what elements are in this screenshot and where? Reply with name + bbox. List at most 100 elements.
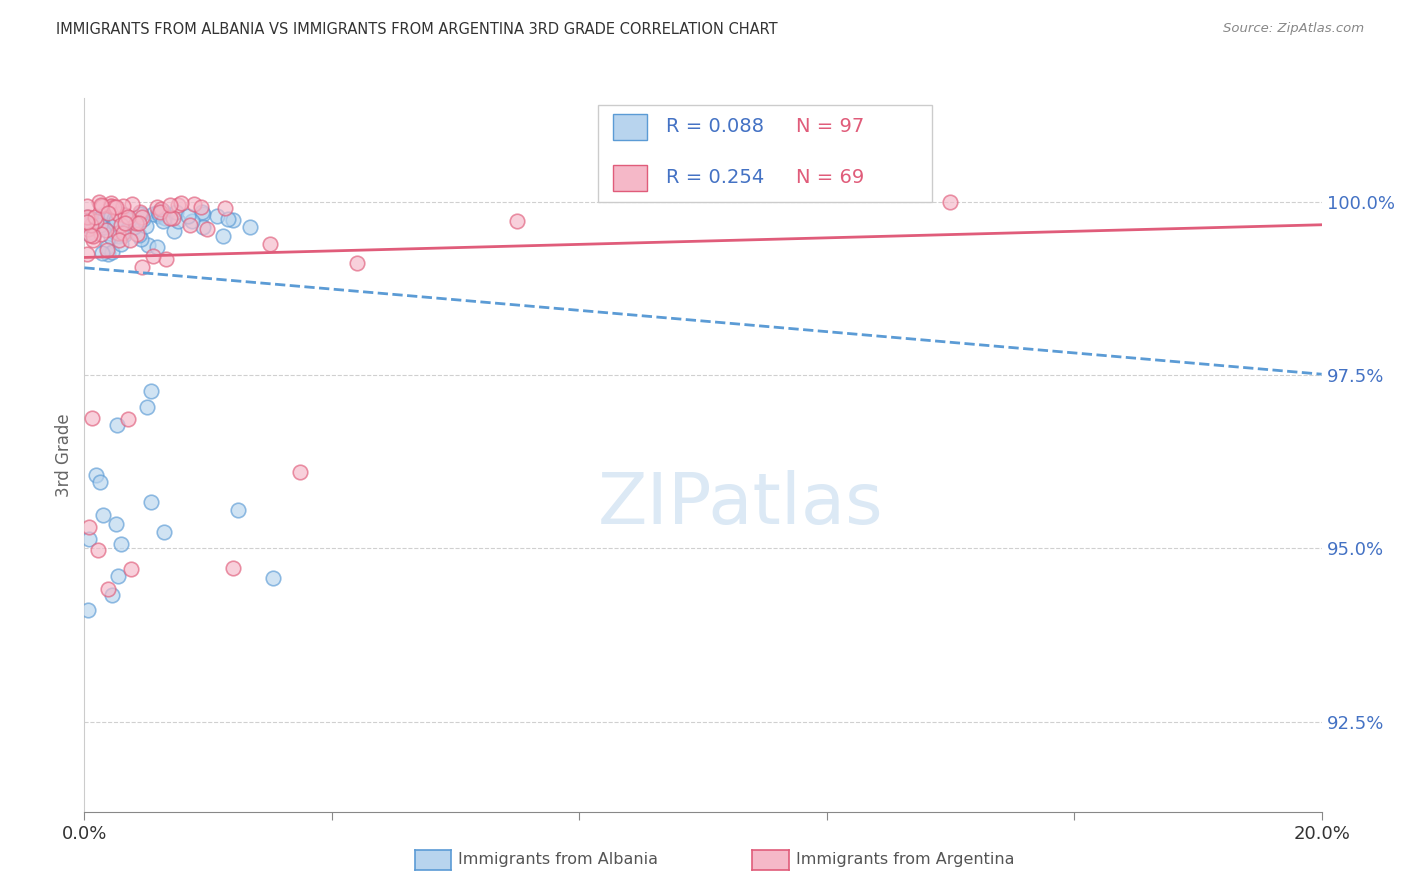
Point	[141, 495, 163, 509]
Point	[259, 237, 281, 252]
Point	[153, 211, 176, 225]
Point	[93, 219, 115, 234]
Point	[94, 211, 117, 225]
Point	[96, 244, 118, 258]
FancyBboxPatch shape	[613, 165, 647, 191]
Point	[107, 226, 129, 240]
Point	[76, 247, 98, 261]
Point	[128, 216, 150, 230]
Point	[159, 211, 181, 225]
Point	[167, 197, 190, 211]
Point	[77, 532, 100, 546]
Point	[193, 206, 215, 220]
Point	[118, 233, 141, 247]
Point	[141, 384, 163, 398]
Point	[89, 198, 111, 212]
Point	[91, 207, 114, 221]
Point	[110, 537, 132, 551]
Point	[80, 410, 103, 425]
Point	[195, 221, 218, 235]
Point	[77, 222, 100, 236]
Point	[222, 213, 245, 227]
Point	[82, 229, 104, 244]
Point	[155, 252, 177, 267]
Point	[110, 227, 132, 242]
Text: Immigrants from Argentina: Immigrants from Argentina	[796, 853, 1014, 867]
Point	[103, 225, 125, 239]
Point	[104, 213, 127, 227]
Point	[165, 205, 187, 219]
Point	[89, 475, 111, 490]
Point	[111, 199, 134, 213]
Point	[212, 229, 235, 244]
Point	[84, 214, 107, 228]
Point	[121, 197, 143, 211]
Point	[129, 205, 152, 219]
Point	[80, 217, 103, 231]
Point	[136, 238, 159, 252]
Point	[217, 211, 239, 226]
FancyBboxPatch shape	[613, 113, 647, 139]
Point	[80, 213, 103, 227]
Y-axis label: 3rd Grade: 3rd Grade	[55, 413, 73, 497]
Point	[105, 417, 128, 432]
Text: R = 0.254: R = 0.254	[666, 169, 763, 187]
Point	[105, 516, 128, 531]
Point	[97, 246, 120, 260]
Point	[79, 219, 101, 233]
Point	[239, 220, 262, 235]
Point	[100, 214, 122, 228]
Point	[80, 220, 103, 235]
Point	[89, 219, 111, 233]
Point	[148, 207, 170, 221]
Point	[97, 206, 120, 220]
Point	[163, 224, 186, 238]
Point	[134, 219, 156, 233]
Point	[83, 226, 105, 240]
Point	[76, 199, 98, 213]
Point	[108, 207, 131, 221]
Point	[100, 245, 122, 260]
Point	[96, 240, 118, 254]
Point	[939, 195, 962, 210]
Point	[82, 233, 104, 247]
Point	[86, 215, 108, 229]
Point	[100, 230, 122, 244]
Point	[76, 212, 98, 227]
Point	[117, 412, 139, 426]
Point	[162, 211, 184, 225]
Point	[111, 209, 134, 223]
Point	[76, 603, 98, 617]
Point	[117, 210, 139, 224]
Point	[262, 571, 284, 585]
FancyBboxPatch shape	[598, 105, 932, 202]
Point	[76, 211, 98, 225]
Point	[77, 226, 100, 240]
Point	[120, 562, 142, 576]
Point	[142, 249, 165, 263]
Point	[101, 220, 124, 235]
Point	[82, 219, 104, 233]
Point	[76, 211, 98, 225]
Point	[166, 214, 188, 228]
Text: Immigrants from Albania: Immigrants from Albania	[458, 853, 658, 867]
Point	[104, 212, 127, 227]
Point	[96, 217, 118, 231]
Point	[110, 219, 132, 233]
Point	[100, 195, 122, 210]
Point	[181, 214, 204, 228]
Point	[129, 207, 152, 221]
Point	[101, 588, 124, 602]
Point	[86, 223, 108, 237]
Point	[105, 200, 128, 214]
Point	[100, 199, 122, 213]
Point	[91, 245, 114, 260]
Point	[89, 216, 111, 230]
Point	[77, 210, 100, 224]
Point	[96, 207, 118, 221]
Point	[107, 216, 129, 230]
Point	[77, 520, 100, 534]
Point	[108, 234, 131, 248]
Point	[129, 232, 152, 246]
Point	[152, 204, 174, 219]
